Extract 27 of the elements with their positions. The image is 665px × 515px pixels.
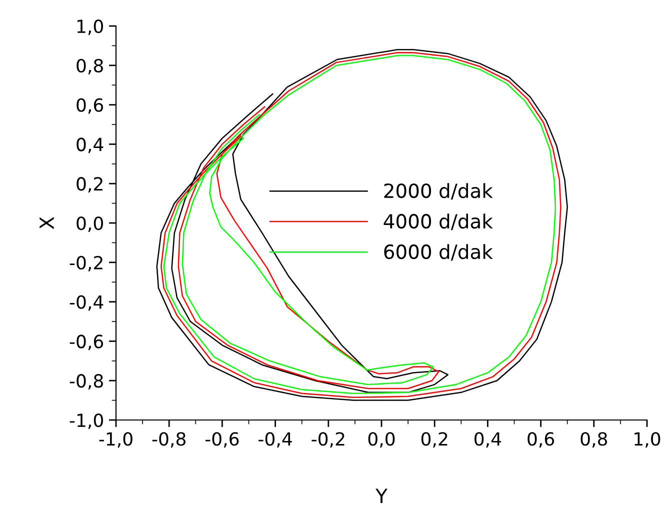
x-tick-label: -1,0 [99, 432, 132, 448]
x-tick-label: -0,6 [205, 432, 239, 448]
y-axis-title: X [40, 216, 54, 230]
y-tick-label: -0,8 [70, 374, 103, 390]
y-tick-label: 0,4 [76, 138, 104, 154]
y-tick-label: 0,8 [76, 58, 103, 74]
x-tick-label: -0,4 [258, 432, 292, 448]
text: 2000 d/dak [384, 183, 493, 200]
x-tick-label: -0,8 [152, 432, 186, 448]
y-tick-label: -1,0 [70, 413, 103, 429]
y-tick-label: -0,6 [70, 334, 104, 350]
y-tick-label: 0,2 [76, 177, 102, 193]
x-tick-label: 0,4 [474, 432, 502, 448]
y-tick-label: 0,0 [76, 216, 103, 232]
x-tick-label: 0,0 [368, 432, 395, 448]
x-tick-label: 0,2 [421, 432, 448, 448]
x-tick-label: 1,0 [634, 432, 660, 448]
y-tick-label: -0,2 [70, 256, 102, 272]
x-axis-title: Y [376, 488, 388, 503]
text: 6000 d/dak [384, 244, 493, 261]
x-tick-label: -0,2 [312, 432, 344, 448]
y-tick-label: 1,0 [77, 19, 103, 35]
x-tick-label: 0,6 [528, 432, 554, 448]
x-tick-label: 0,8 [580, 432, 608, 448]
text: 4000 d/dak [384, 214, 493, 230]
y-tick-label: -0,4 [70, 295, 104, 311]
y-tick-label: 0,6 [76, 98, 104, 114]
